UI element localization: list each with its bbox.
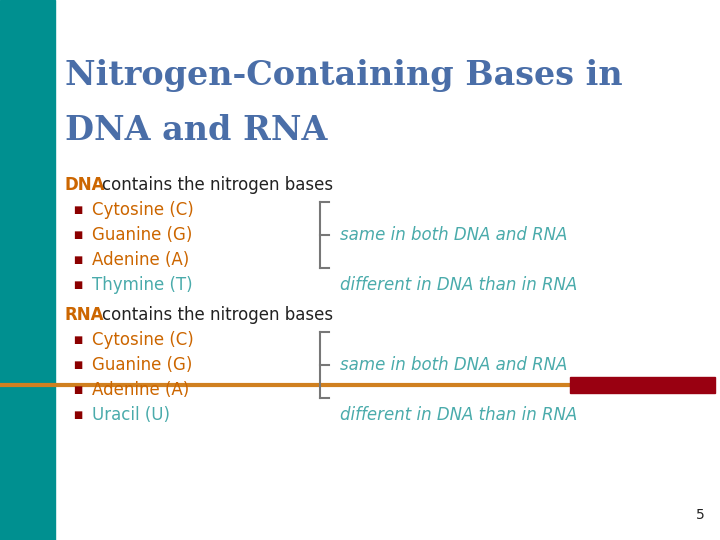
Text: 5: 5 [696, 508, 705, 522]
Text: contains the nitrogen bases: contains the nitrogen bases [102, 176, 333, 194]
Text: ■: ■ [73, 410, 82, 420]
Text: ■: ■ [73, 230, 82, 240]
Text: Guanine (G): Guanine (G) [92, 356, 192, 374]
Text: RNA: RNA [65, 306, 104, 324]
Text: ■: ■ [73, 385, 82, 395]
Text: different in DNA than in RNA: different in DNA than in RNA [340, 406, 577, 424]
Text: same in both DNA and RNA: same in both DNA and RNA [340, 356, 567, 374]
Text: DNA: DNA [65, 176, 106, 194]
Text: DNA and RNA: DNA and RNA [65, 113, 328, 146]
Text: Cytosine (C): Cytosine (C) [92, 331, 194, 349]
Text: different in DNA than in RNA: different in DNA than in RNA [340, 276, 577, 294]
Text: contains the nitrogen bases: contains the nitrogen bases [102, 306, 333, 324]
Text: ■: ■ [73, 335, 82, 345]
Text: ■: ■ [73, 255, 82, 265]
Text: Guanine (G): Guanine (G) [92, 226, 192, 244]
Text: Adenine (A): Adenine (A) [92, 381, 189, 399]
Text: ■: ■ [73, 360, 82, 370]
Text: same in both DNA and RNA: same in both DNA and RNA [340, 226, 567, 244]
Text: Cytosine (C): Cytosine (C) [92, 201, 194, 219]
Text: Thymine (T): Thymine (T) [92, 276, 193, 294]
Text: ■: ■ [73, 280, 82, 290]
Bar [570, 377, 715, 393]
Text: Nitrogen-Containing Bases in: Nitrogen-Containing Bases in [65, 58, 623, 91]
Text: Uracil (U): Uracil (U) [92, 406, 170, 424]
Text: Adenine (A): Adenine (A) [92, 251, 189, 269]
Bar [0, 0, 55, 540]
Text: ■: ■ [73, 205, 82, 215]
